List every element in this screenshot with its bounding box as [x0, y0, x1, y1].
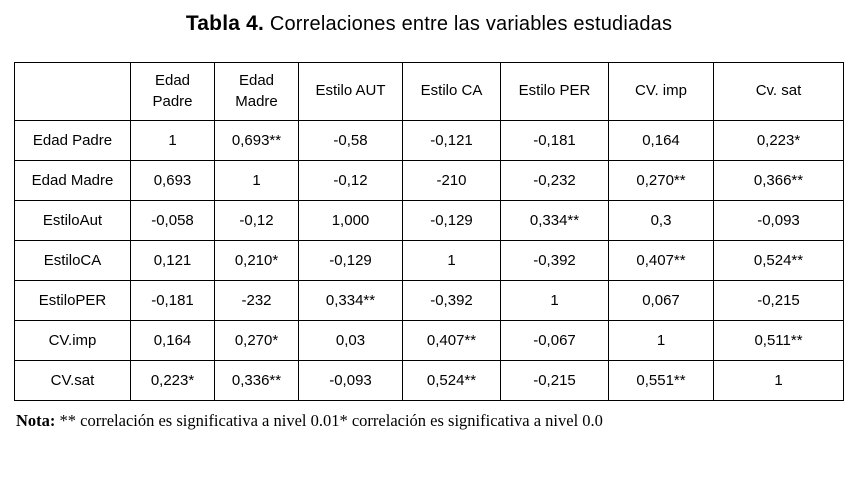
table-cell: 0,366** [713, 160, 844, 201]
table-cell: 0,067 [608, 280, 714, 321]
table-cell: 1 [130, 120, 215, 161]
table-cell: 0,3 [608, 200, 714, 241]
row-label: CV.sat [14, 360, 131, 401]
table-cell: 1 [608, 320, 714, 361]
table-cell: 0,223* [713, 120, 844, 161]
col-header-edad-padre: Edad Padre [130, 62, 215, 121]
table-cell: 1 [713, 360, 844, 401]
table-cell: 0,693 [130, 160, 215, 201]
table-cell: -0,093 [298, 360, 403, 401]
table-cell: -0,129 [298, 240, 403, 281]
table-cell: -0,232 [500, 160, 609, 201]
table-row: CV.sat 0,223* 0,336** -0,093 0,524** -0,… [14, 360, 844, 401]
table-cell: 0,223* [130, 360, 215, 401]
table-cell: -0,58 [298, 120, 403, 161]
row-label: EstiloCA [14, 240, 131, 281]
table-cell: 0,334** [298, 280, 403, 321]
table-cell: 0,407** [608, 240, 714, 281]
table-cell: 0,511** [713, 320, 844, 361]
table-caption-text: Correlaciones entre las variables estudi… [269, 13, 673, 35]
table-cell: 0,336** [214, 360, 299, 401]
table-cell: 0,270* [214, 320, 299, 361]
table-cell: -0,12 [298, 160, 403, 201]
table-cell: 0,164 [130, 320, 215, 361]
table-note: Nota: ** correlación es significativa a … [16, 411, 858, 431]
table-caption-number: Tabla 4. [185, 12, 265, 35]
table-cell: 1 [402, 240, 501, 281]
row-label: EstiloPER [14, 280, 131, 321]
table-cell: 0,407** [402, 320, 501, 361]
table-caption: Tabla 4. Correlaciones entre las variabl… [0, 12, 858, 36]
corner-cell [14, 62, 131, 121]
table-cell: -0,121 [402, 120, 501, 161]
table-row: EstiloAut -0,058 -0,12 1,000 -0,129 0,33… [14, 200, 844, 241]
table-cell: 0,210* [214, 240, 299, 281]
col-header-cv-sat: Cv. sat [713, 62, 844, 121]
table-cell: -0,181 [500, 120, 609, 161]
table-cell: -0,12 [214, 200, 299, 241]
table-cell: 0,03 [298, 320, 403, 361]
row-label: Edad Madre [14, 160, 131, 201]
table-cell: 0,270** [608, 160, 714, 201]
table-cell: 1,000 [298, 200, 403, 241]
table-cell: 0,334** [500, 200, 609, 241]
correlation-table: Edad Padre Edad Madre Estilo AUT Estilo … [14, 62, 844, 401]
col-header-edad-madre: Edad Madre [214, 62, 299, 121]
table-row: Edad Madre 0,693 1 -0,12 -210 -0,232 0,2… [14, 160, 844, 201]
table-cell: 0,164 [608, 120, 714, 161]
table-cell: 0,524** [713, 240, 844, 281]
table-row: EstiloPER -0,181 -232 0,334** -0,392 1 0… [14, 280, 844, 321]
table-cell: -0,067 [500, 320, 609, 361]
header-row: Edad Padre Edad Madre Estilo AUT Estilo … [14, 62, 844, 121]
table-cell: -0,181 [130, 280, 215, 321]
table-row: Edad Padre 1 0,693** -0,58 -0,121 -0,181… [14, 120, 844, 161]
table-cell: -0,058 [130, 200, 215, 241]
table-cell: -0,129 [402, 200, 501, 241]
col-header-estilo-ca: Estilo CA [402, 62, 501, 121]
table-cell: -0,093 [713, 200, 844, 241]
table-cell: 1 [500, 280, 609, 321]
col-header-estilo-aut: Estilo AUT [298, 62, 403, 121]
table-cell: -0,215 [500, 360, 609, 401]
table-cell: 1 [214, 160, 299, 201]
row-label: EstiloAut [14, 200, 131, 241]
col-header-cv-imp: CV. imp [608, 62, 714, 121]
table-cell: 0,121 [130, 240, 215, 281]
table-cell: -0,215 [713, 280, 844, 321]
note-label: Nota: [16, 411, 56, 430]
table-cell: -210 [402, 160, 501, 201]
row-label: CV.imp [14, 320, 131, 361]
table-cell: -0,392 [500, 240, 609, 281]
note-text: ** correlación es significativa a nivel … [55, 411, 603, 430]
table-cell: 0,693** [214, 120, 299, 161]
table-cell: -0,392 [402, 280, 501, 321]
table-cell: -232 [214, 280, 299, 321]
col-header-estilo-per: Estilo PER [500, 62, 609, 121]
table-row: CV.imp 0,164 0,270* 0,03 0,407** -0,067 … [14, 320, 844, 361]
table-cell: 0,551** [608, 360, 714, 401]
table-row: EstiloCA 0,121 0,210* -0,129 1 -0,392 0,… [14, 240, 844, 281]
table-cell: 0,524** [402, 360, 501, 401]
row-label: Edad Padre [14, 120, 131, 161]
